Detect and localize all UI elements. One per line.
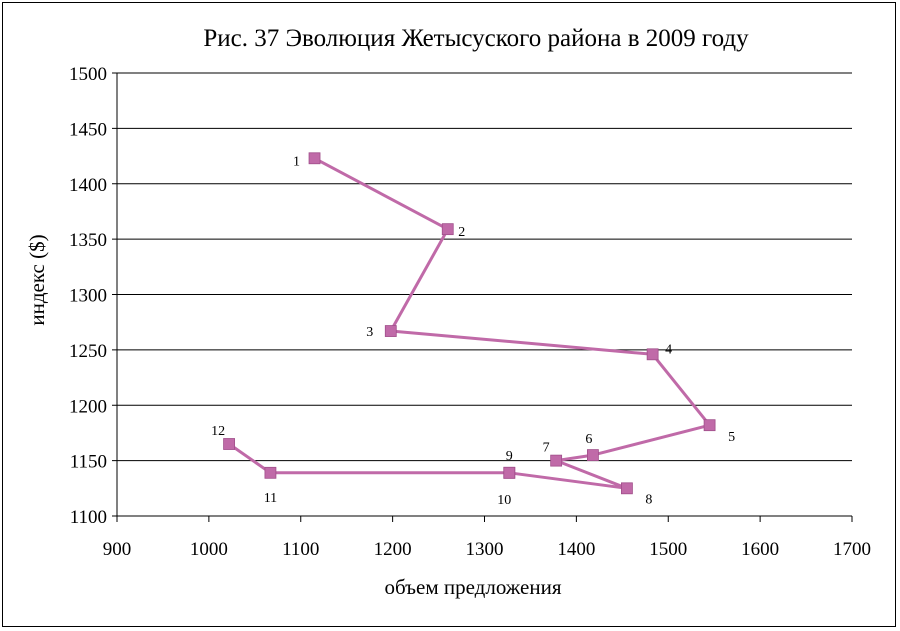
data-point-marker	[308, 152, 321, 165]
data-point-marker	[646, 348, 659, 361]
y-tick-label: 1350	[69, 230, 107, 251]
data-point-label: 5	[728, 430, 735, 445]
data-point-label: 7	[543, 441, 550, 456]
data-point-label: 12	[211, 424, 225, 439]
data-point-label: 3	[366, 325, 373, 340]
x-tick-label: 1100	[282, 539, 319, 560]
data-point-label: 1	[293, 154, 300, 169]
data-point-label: 10	[497, 493, 511, 508]
y-tick-label: 1100	[70, 507, 107, 528]
x-tick-label: 1000	[190, 539, 228, 560]
data-point-marker	[703, 419, 716, 432]
chart-title: Рис. 37 Эволюция Жетысуского района в 20…	[203, 25, 749, 52]
y-tick-label: 1400	[69, 175, 107, 196]
data-point-label: 8	[645, 492, 652, 507]
x-tick-label: 1300	[466, 539, 504, 560]
axes	[112, 72, 853, 522]
data-point-label: 11	[264, 491, 277, 506]
y-tick-label: 1250	[69, 341, 107, 362]
data-point-marker	[503, 466, 516, 479]
tick-labels: 1100 1150 1200 1250 1300 1350 1400 1450 1500 900 1…	[69, 64, 871, 560]
x-tick-label: 1500	[649, 539, 687, 560]
y-tick-label: 1200	[69, 396, 107, 417]
series-line	[228, 156, 712, 490]
x-tick-label: 1200	[374, 539, 412, 560]
data-point-marker	[621, 482, 633, 495]
data-point-label: 2	[458, 225, 465, 240]
data-point-marker	[441, 223, 454, 236]
x-axis-label: объем предложения	[385, 575, 562, 599]
x-tick-label: 1600	[741, 539, 779, 560]
series-path	[228, 156, 712, 490]
x-tick-label: 900	[103, 539, 132, 560]
y-tick-label: 1300	[69, 286, 107, 307]
y-tick-label: 1450	[69, 119, 107, 140]
data-point-label: 6	[585, 432, 592, 447]
y-tick-label: 1150	[70, 452, 107, 473]
data-point-label: 9	[506, 449, 513, 464]
data-point-marker	[550, 454, 563, 467]
x-tick-label: 1400	[557, 539, 595, 560]
y-axis-label: индекс ($)	[25, 234, 49, 325]
data-point-marker	[384, 325, 397, 337]
data-point-label: 4	[665, 342, 672, 357]
data-point-marker	[587, 449, 599, 461]
data-point-marker	[264, 466, 277, 479]
x-tick-label: 1700	[833, 539, 871, 560]
y-tick-label: 1500	[69, 64, 107, 85]
data-point-marker	[223, 438, 235, 450]
